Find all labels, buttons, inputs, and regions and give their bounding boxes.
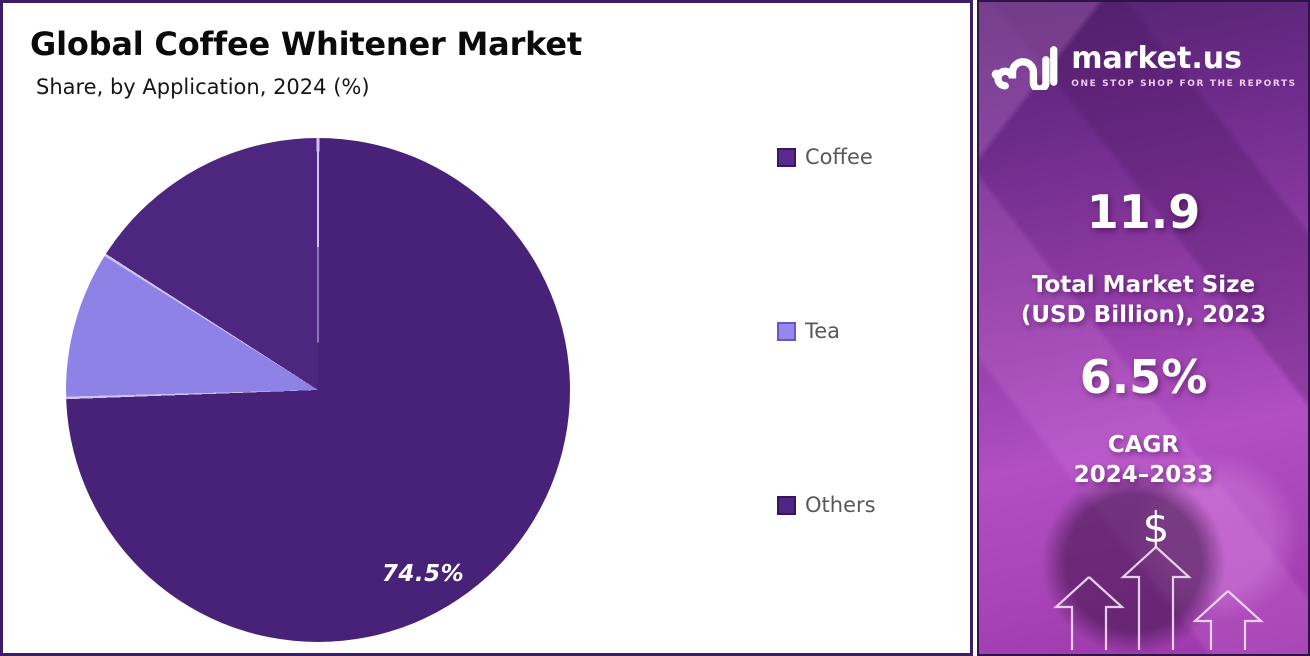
brand-name: market.us: [1071, 40, 1242, 76]
legend-label-coffee: Coffee: [805, 145, 873, 169]
chart-panel: Global Coffee Whitener Market Share, by …: [0, 0, 973, 656]
marketus-logo-icon: [990, 42, 1058, 90]
page-subtitle: Share, by Application, 2024 (%): [36, 75, 370, 99]
legend-label-others: Others: [805, 493, 876, 517]
page-title: Global Coffee Whitener Market: [30, 25, 582, 63]
dollar-icon: $: [1143, 503, 1170, 552]
coffee-swatch-icon: [777, 147, 796, 167]
pie-chart: [66, 138, 570, 642]
legend-label-tea: Tea: [805, 319, 841, 343]
market-size-label-line1: Total Market Size: [1031, 272, 1256, 298]
cagr-label-line1: CAGR: [1107, 432, 1180, 458]
cagr-value: 6.5%: [1079, 350, 1208, 404]
others-swatch-icon: [777, 495, 796, 515]
legend-item-others: Others: [777, 493, 876, 517]
market-size-value: 11.9: [1086, 185, 1201, 239]
brand-tagline: ONE STOP SHOP FOR THE REPORTS: [1071, 78, 1297, 89]
market-size-label-line2: (USD Billion), 2023: [1020, 302, 1267, 329]
cagr-label-line2: 2024–2033: [1073, 462, 1214, 489]
cagr-label: CAGR 2024–2033: [979, 430, 1308, 491]
brand-logo: market.us ONE STOP SHOP FOR THE REPORTS: [979, 42, 1308, 90]
legend-item-tea: Tea: [777, 319, 876, 343]
pie-data-label: 74.5%: [381, 561, 465, 587]
growth-arrows-icon: $: [979, 490, 1308, 654]
sidebar: market.us ONE STOP SHOP FOR THE REPORTS …: [977, 0, 1310, 656]
legend-item-coffee: Coffee: [777, 145, 876, 169]
market-size-label: Total Market Size (USD Billion), 2023: [979, 270, 1308, 331]
tea-swatch-icon: [777, 321, 796, 341]
legend: Coffee Tea Others: [777, 145, 876, 517]
